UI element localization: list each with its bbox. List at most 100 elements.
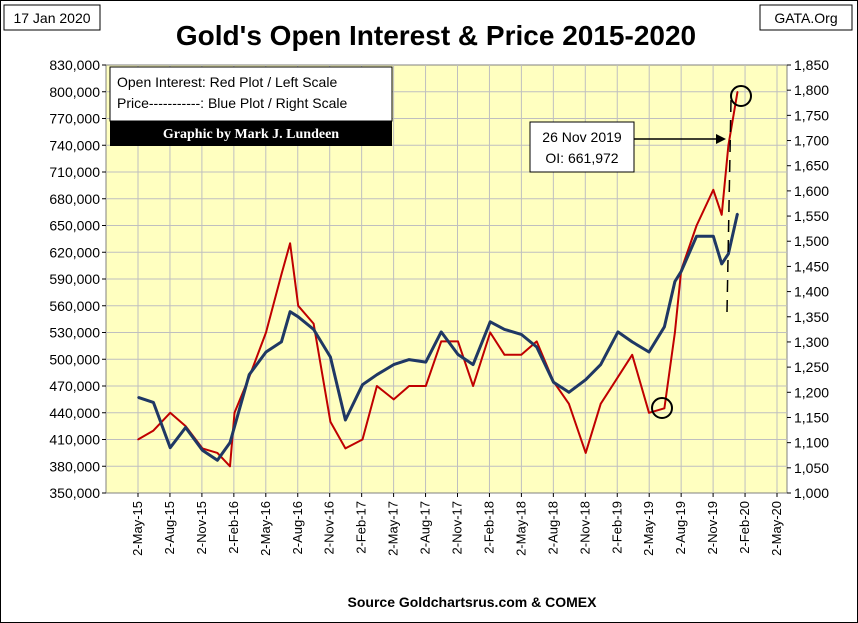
open-interest-point xyxy=(617,376,619,378)
open-interest-point xyxy=(425,385,427,387)
price-point xyxy=(535,346,538,348)
price-point xyxy=(329,356,332,358)
price-point xyxy=(169,446,171,449)
source-tag: GATA.Org xyxy=(774,10,837,26)
price-point xyxy=(216,459,219,462)
price-point xyxy=(376,373,378,376)
open-interest-point xyxy=(648,412,650,414)
price-point xyxy=(201,449,204,452)
open-interest-point xyxy=(265,331,267,334)
open-interest-point xyxy=(137,438,139,441)
open-interest-point xyxy=(520,354,523,356)
left-tick-label: 410,000 xyxy=(49,432,100,448)
annotation-box xyxy=(529,121,635,173)
left-tick-label: 530,000 xyxy=(49,325,100,341)
right-tick-label: 1,450 xyxy=(794,258,829,274)
price-point xyxy=(712,235,715,237)
source-footer: Source Goldchartsrus.com & COMEX xyxy=(348,594,598,610)
price-point xyxy=(408,358,410,361)
price-point xyxy=(472,363,474,366)
open-interest-point xyxy=(361,438,364,441)
x-tick-label: 2-Aug-15 xyxy=(162,501,177,554)
price-point xyxy=(280,341,283,343)
open-interest-point xyxy=(280,273,283,276)
open-interest-point xyxy=(712,189,715,191)
open-interest-point xyxy=(736,91,739,93)
price-point xyxy=(392,363,395,366)
right-tick-label: 1,800 xyxy=(794,82,829,98)
open-interest-point xyxy=(344,447,347,450)
open-interest-point xyxy=(727,144,730,147)
left-tick-label: 800,000 xyxy=(49,84,100,100)
x-tick-label: 2-Nov-16 xyxy=(322,501,337,554)
open-interest-point xyxy=(216,452,219,454)
right-tick-label: 1,700 xyxy=(794,133,829,149)
legend-line-1: Open Interest: Red Plot / Left Scale xyxy=(117,74,337,90)
left-tick-label: 380,000 xyxy=(49,458,100,474)
x-tick-label: 2-Nov-19 xyxy=(705,501,720,554)
open-interest-point xyxy=(663,407,666,410)
price-point xyxy=(520,333,523,336)
right-axis: 1,850 1,800 1,750 1,700 1,650 1,600 1,550 1,500… xyxy=(787,57,829,501)
open-interest-point xyxy=(457,340,459,343)
x-tick-label: 2-Feb-17 xyxy=(354,501,369,554)
right-tick-label: 1,350 xyxy=(794,309,829,325)
price-point xyxy=(631,341,633,343)
x-tick-label: 2-Feb-18 xyxy=(481,501,496,554)
highlight-circle-top xyxy=(730,85,752,107)
open-interest-point xyxy=(568,403,570,405)
series-layer xyxy=(137,91,739,468)
price-point xyxy=(152,401,155,404)
open-interest-point xyxy=(720,214,723,216)
left-axis: 830,000 800,000 770,000 740,000 710,000 680,0… xyxy=(49,57,106,501)
open-interest-point xyxy=(229,465,231,468)
open-interest-point xyxy=(535,340,538,343)
x-tick-label: 2-Feb-20 xyxy=(737,501,752,554)
right-tick-label: 1,750 xyxy=(794,107,829,123)
chart-title: Gold's Open Interest & Price 2015-2020 xyxy=(176,20,696,51)
legend-box xyxy=(109,66,393,122)
right-tick-label: 1,000 xyxy=(794,485,829,501)
x-tick-label: 2-May-17 xyxy=(386,501,401,556)
left-tick-label: 590,000 xyxy=(49,271,100,287)
price-point xyxy=(248,373,250,376)
open-interest-point xyxy=(169,412,171,414)
open-interest-point xyxy=(289,242,291,245)
price-point xyxy=(552,381,555,384)
open-interest-point xyxy=(631,354,633,356)
right-tick-label: 1,250 xyxy=(794,359,829,375)
source-tag-box xyxy=(759,4,853,31)
right-tick-label: 1,200 xyxy=(794,384,829,400)
x-tick-label: 2-Aug-17 xyxy=(418,501,433,554)
left-tick-label: 830,000 xyxy=(49,57,100,73)
price-point xyxy=(184,426,187,429)
price-point xyxy=(568,391,570,394)
open-interest-point xyxy=(584,452,587,454)
open-interest-point xyxy=(503,354,506,356)
price-point xyxy=(137,396,139,399)
date-stamp: 17 Jan 2020 xyxy=(13,10,90,26)
x-tick-label: 2-May-19 xyxy=(641,501,656,556)
right-tick-label: 1,100 xyxy=(794,435,829,451)
price-point xyxy=(265,351,267,353)
left-tick-label: 710,000 xyxy=(49,164,100,180)
price-point xyxy=(720,263,723,265)
annotation-arrow-head xyxy=(716,134,726,144)
legend-line-2: Price-----------: Blue Plot / Right Scal… xyxy=(117,95,347,111)
annotation-line-2: OI: 661,972 xyxy=(545,150,618,166)
open-interest-point xyxy=(376,385,378,387)
x-tick-label: 2-Nov-15 xyxy=(194,501,209,554)
x-axis: 2-May-15 2-Aug-15 2-Nov-15 2-Feb-16 2-May-16… xyxy=(130,493,784,556)
price-point xyxy=(648,351,650,353)
credit-text: Graphic by Mark J. Lundeen xyxy=(163,127,339,142)
x-tick-label: 2-May-20 xyxy=(769,501,784,556)
left-tick-label: 440,000 xyxy=(49,405,100,421)
open-interest-point xyxy=(489,331,492,334)
price-point xyxy=(695,235,698,237)
open-interest-point xyxy=(440,340,443,343)
x-tick-label: 2-Nov-18 xyxy=(577,501,592,554)
x-tick-label: 2-Feb-16 xyxy=(226,501,241,554)
x-tick-label: 2-Aug-18 xyxy=(545,501,560,554)
left-tick-label: 650,000 xyxy=(49,218,100,234)
price-point xyxy=(489,321,492,323)
